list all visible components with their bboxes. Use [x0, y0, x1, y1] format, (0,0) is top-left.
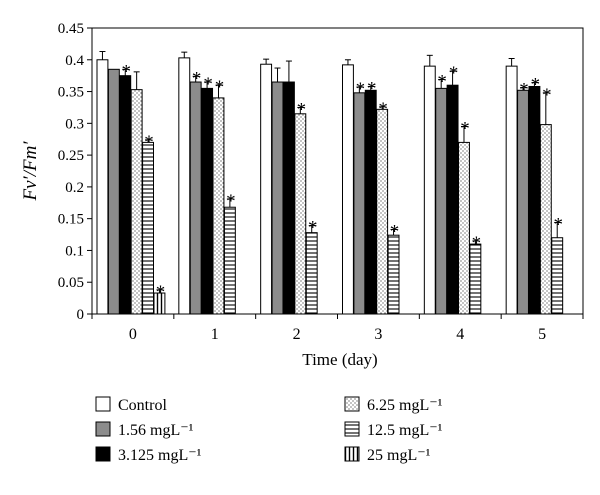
legend-swatch	[344, 446, 360, 462]
bar	[96, 59, 109, 315]
significance-marker: *	[449, 63, 459, 84]
y-tick-label: 0.3	[65, 116, 84, 132]
legend-swatch	[344, 396, 360, 412]
y-tick-label: 0.2	[65, 180, 84, 196]
bar	[446, 84, 459, 315]
bar	[435, 87, 448, 315]
x-tick-label: 4	[456, 326, 464, 343]
bar	[107, 68, 120, 315]
legend-label: 25 mgL⁻¹	[367, 447, 431, 464]
significance-marker: *	[156, 282, 166, 303]
bar	[189, 81, 202, 315]
legend-label: 6.25 mgL⁻¹	[367, 397, 443, 414]
bar	[469, 243, 482, 315]
significance-marker: *	[308, 218, 318, 239]
bar	[119, 75, 132, 315]
y-tick-label: 0.4	[65, 53, 84, 69]
significance-marker: *	[553, 214, 563, 235]
significance-marker: *	[122, 61, 132, 82]
bar	[539, 124, 552, 315]
significance-marker: *	[390, 221, 400, 242]
bar	[178, 57, 191, 315]
significance-marker: *	[297, 99, 307, 120]
x-axis-label: Time (day)	[302, 350, 377, 369]
x-axis: 0 1 2 3 4 5	[91, 314, 584, 343]
bar	[294, 113, 307, 315]
bar	[305, 232, 318, 315]
legend: Control 1.56 mgL⁻¹ 3.125 mgL⁻¹ 6.25 mgL⁻¹ 12…	[95, 396, 443, 464]
bar	[130, 89, 143, 315]
y-tick-label: 0.15	[58, 212, 84, 228]
bar	[353, 92, 366, 315]
bar	[282, 81, 295, 315]
x-tick-label: 5	[538, 326, 546, 343]
y-tick-label: 0.05	[58, 275, 84, 291]
significance-marker: *	[226, 191, 236, 212]
bar	[458, 141, 470, 315]
y-tick-label: 0.25	[58, 148, 84, 164]
legend-label: 3.125 mgL⁻¹	[118, 447, 202, 464]
bar	[423, 65, 436, 315]
significance-marker: *	[542, 85, 552, 106]
legend-swatch	[344, 421, 360, 437]
bar	[260, 63, 273, 315]
bar	[271, 81, 284, 315]
significance-marker: *	[437, 71, 447, 92]
bar	[376, 108, 389, 315]
y-tick-label: 0.1	[65, 243, 84, 259]
significance-marker: *	[215, 77, 225, 98]
x-tick-label: 3	[374, 326, 382, 343]
bar	[528, 85, 541, 315]
y-axis-label: Fv′/Fm′	[20, 141, 41, 202]
legend-swatch	[95, 446, 111, 462]
y-axis: 0 0.05 0.1 0.15 0.2 0.25 0.3 0.35 0.4 0.45	[58, 21, 92, 323]
legend-label: 12.5 mgL⁻¹	[367, 422, 443, 439]
significance-marker: *	[378, 99, 388, 120]
legend-label: 1.56 mgL⁻¹	[118, 422, 194, 439]
bar	[142, 141, 155, 315]
bar	[387, 234, 400, 315]
y-tick-label: 0.45	[58, 21, 84, 37]
significance-marker: *	[356, 79, 366, 100]
bar	[505, 65, 518, 315]
bar	[223, 206, 236, 315]
bar	[201, 87, 214, 315]
legend-label: Control	[118, 397, 167, 414]
x-tick-label: 1	[211, 326, 219, 343]
legend-swatch	[95, 421, 111, 437]
legend-swatch	[95, 396, 111, 412]
significance-marker: *	[144, 132, 154, 153]
bar	[517, 89, 529, 315]
bar	[364, 89, 377, 315]
x-tick-label: 0	[129, 326, 137, 343]
significance-marker: *	[531, 75, 541, 96]
y-tick-label: 0	[77, 307, 85, 323]
significance-marker: *	[192, 68, 202, 89]
y-tick-label: 0.35	[58, 85, 84, 101]
bars-group: ** * *** ***** ****** ****	[96, 51, 564, 315]
bar	[342, 64, 354, 315]
significance-marker: *	[203, 74, 213, 95]
significance-marker: *	[472, 233, 482, 254]
x-tick-label: 2	[293, 326, 301, 343]
significance-marker: *	[460, 119, 470, 140]
significance-marker: *	[367, 78, 377, 99]
bar	[212, 97, 225, 315]
significance-marker: *	[519, 80, 529, 101]
bar	[551, 237, 564, 315]
